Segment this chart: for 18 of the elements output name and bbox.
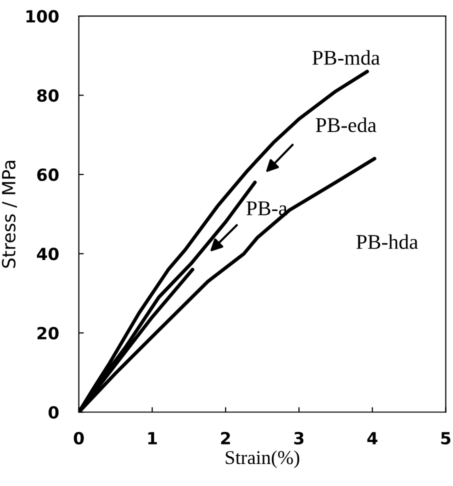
y-tick-label: 0 [48,406,59,419]
x-axis-title: Strain(%) [226,450,300,468]
y-tick-label: 40 [36,248,59,260]
annotation: PB-a [246,201,288,216]
y-tick-label: 80 [37,89,59,102]
annotation: PB-eda [316,117,376,132]
annotation: PB-hda [356,234,418,250]
x-tick-label: 5 [441,432,450,444]
x-tick-label: 3 [294,432,304,444]
y-tick-label: 20 [38,326,59,340]
y-axis-title: Stress / MPa [2,160,17,268]
x-tick-label: 1 [148,432,157,444]
x-tick-label: 0 [74,432,84,444]
x-tick-label: 2 [221,432,230,444]
y-tick-label: 100 [26,10,59,23]
y-tick-label: 60 [37,168,59,182]
x-tick-label: 4 [367,432,378,444]
annotation: PB-mda [312,50,380,65]
